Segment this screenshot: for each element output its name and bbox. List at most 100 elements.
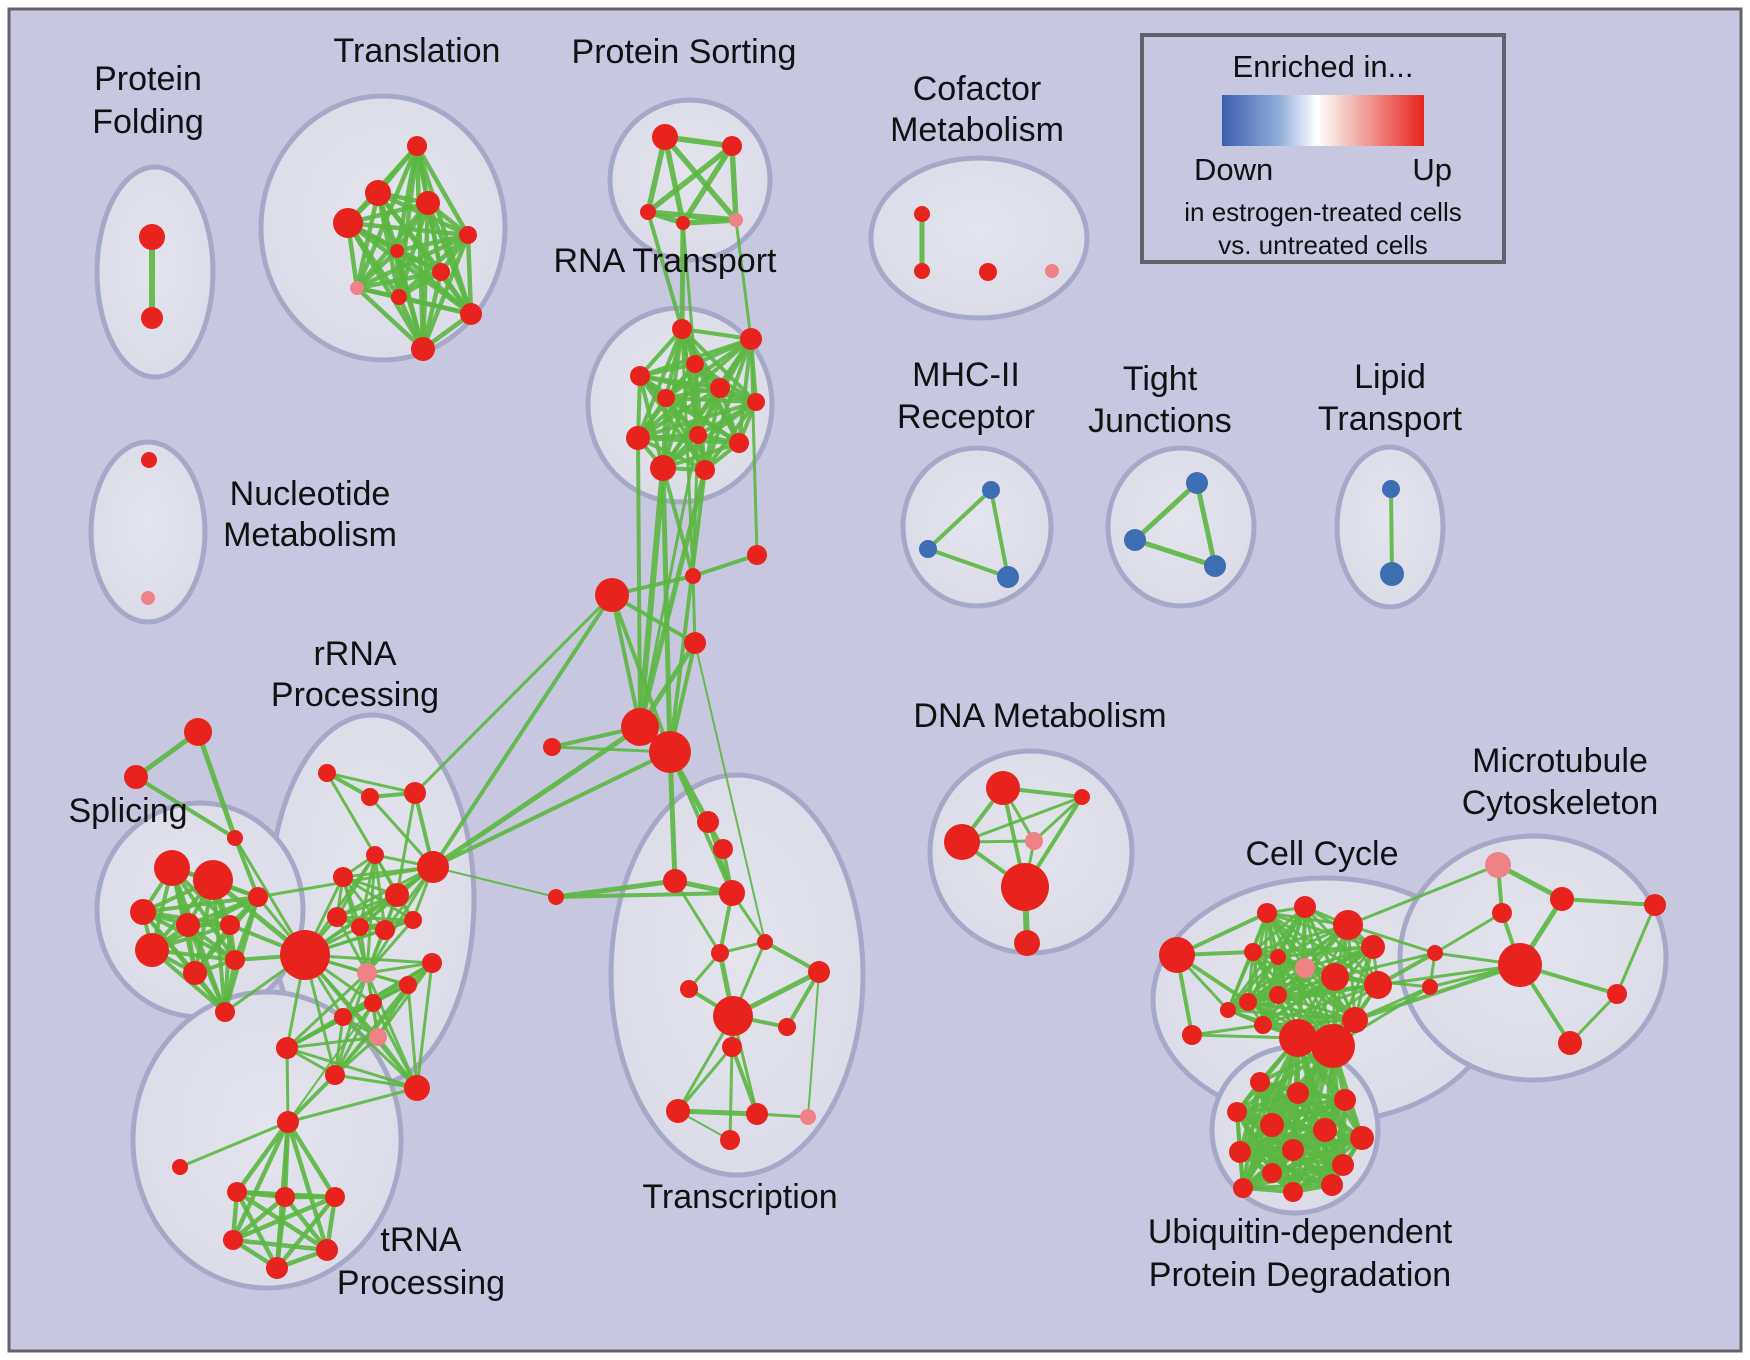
- node: [1350, 1126, 1374, 1150]
- edge: [230, 1119, 291, 1243]
- node: [548, 889, 564, 905]
- cluster-label-protein-sorting: Protein Sorting: [572, 33, 797, 71]
- edge: [345, 220, 426, 352]
- cluster-label-protein-folding: Protein: [94, 60, 202, 98]
- edge: [195, 729, 238, 841]
- edge: [679, 220, 686, 332]
- node: [176, 913, 200, 937]
- node: [1257, 903, 1277, 923]
- node: [1311, 1024, 1355, 1068]
- edge: [354, 269, 444, 291]
- node: [746, 1103, 768, 1125]
- node: [1382, 480, 1400, 498]
- node: [1321, 1174, 1343, 1196]
- node: [997, 566, 1019, 588]
- cluster-label-lipid-transport: Transport: [1318, 400, 1463, 438]
- edge: [737, 337, 753, 445]
- legend-subtitle-line2: vs. untreated cells: [1218, 229, 1428, 260]
- edge: [675, 1108, 760, 1117]
- node: [719, 880, 745, 906]
- node: [227, 830, 243, 846]
- cluster-label-microtubule-cytoskeleton: Microtubule: [1472, 742, 1648, 780]
- node: [621, 708, 659, 746]
- node: [276, 1037, 298, 1059]
- cluster-label-translation: Translation: [334, 32, 501, 70]
- edge: [1190, 1023, 1265, 1037]
- node: [1427, 945, 1443, 961]
- edge: [661, 441, 741, 470]
- edge: [691, 553, 759, 578]
- node: [1498, 943, 1542, 987]
- edge: [960, 795, 1084, 844]
- edge: [610, 593, 642, 729]
- node: [944, 824, 980, 860]
- edge: [1560, 897, 1657, 907]
- cluster-label-rrna-processing: rRNA: [313, 635, 396, 673]
- node: [676, 216, 690, 230]
- cluster-label-mhc-ii-receptor: Receptor: [897, 398, 1035, 436]
- node: [1074, 789, 1090, 805]
- edge: [150, 895, 260, 952]
- node: [689, 426, 707, 444]
- edge: [1353, 963, 1522, 1022]
- node: [141, 307, 163, 329]
- edge: [734, 218, 753, 341]
- node: [652, 124, 678, 150]
- node: [404, 1075, 430, 1101]
- node: [657, 389, 675, 407]
- edge: [325, 771, 377, 857]
- node: [1380, 562, 1404, 586]
- node: [411, 337, 435, 361]
- node: [141, 591, 155, 605]
- node: [630, 366, 650, 386]
- cluster-label-mhc-ii-receptor: MHC-II: [912, 356, 1020, 394]
- node: [1313, 1118, 1337, 1142]
- edge: [1226, 955, 1280, 1012]
- node: [130, 899, 156, 925]
- node: [1270, 949, 1286, 965]
- edge: [274, 1194, 338, 1271]
- edge: [230, 1237, 330, 1253]
- cluster-label-ubiquitin-degradation: Ubiquitin-dependent: [1148, 1213, 1453, 1251]
- edge: [233, 836, 260, 899]
- node: [1342, 1007, 1368, 1033]
- node: [1294, 896, 1316, 918]
- edge: [274, 1194, 288, 1271]
- node: [364, 994, 382, 1012]
- edge: [926, 547, 1010, 579]
- node: [365, 180, 391, 206]
- node: [1558, 1031, 1582, 1055]
- cluster-label-cofactor-metabolism: Metabolism: [890, 111, 1064, 149]
- edge: [673, 879, 722, 955]
- edge: [335, 915, 369, 975]
- node: [1283, 1182, 1303, 1202]
- node: [432, 263, 450, 281]
- node: [1250, 1072, 1270, 1092]
- node: [333, 208, 363, 238]
- node: [416, 191, 440, 215]
- node: [318, 764, 336, 782]
- node: [1229, 1141, 1251, 1163]
- node: [422, 953, 442, 973]
- node: [914, 263, 930, 279]
- cluster-label-lipid-transport: Lipid: [1354, 358, 1426, 396]
- node: [711, 944, 729, 962]
- node: [333, 867, 353, 887]
- node: [757, 934, 773, 950]
- edge: [1226, 905, 1307, 1012]
- node: [316, 1239, 338, 1261]
- node: [685, 568, 701, 584]
- cluster-label-splicing: Splicing: [68, 792, 187, 830]
- node: [139, 224, 165, 250]
- edge: [638, 374, 758, 404]
- edge: [285, 1046, 290, 1124]
- node: [1220, 1002, 1236, 1018]
- edge: [432, 866, 557, 898]
- node: [686, 355, 704, 373]
- edge: [1261, 1018, 1357, 1027]
- edge: [285, 1046, 419, 1090]
- edge: [728, 1045, 734, 1142]
- node: [215, 1002, 235, 1022]
- edge: [691, 433, 700, 578]
